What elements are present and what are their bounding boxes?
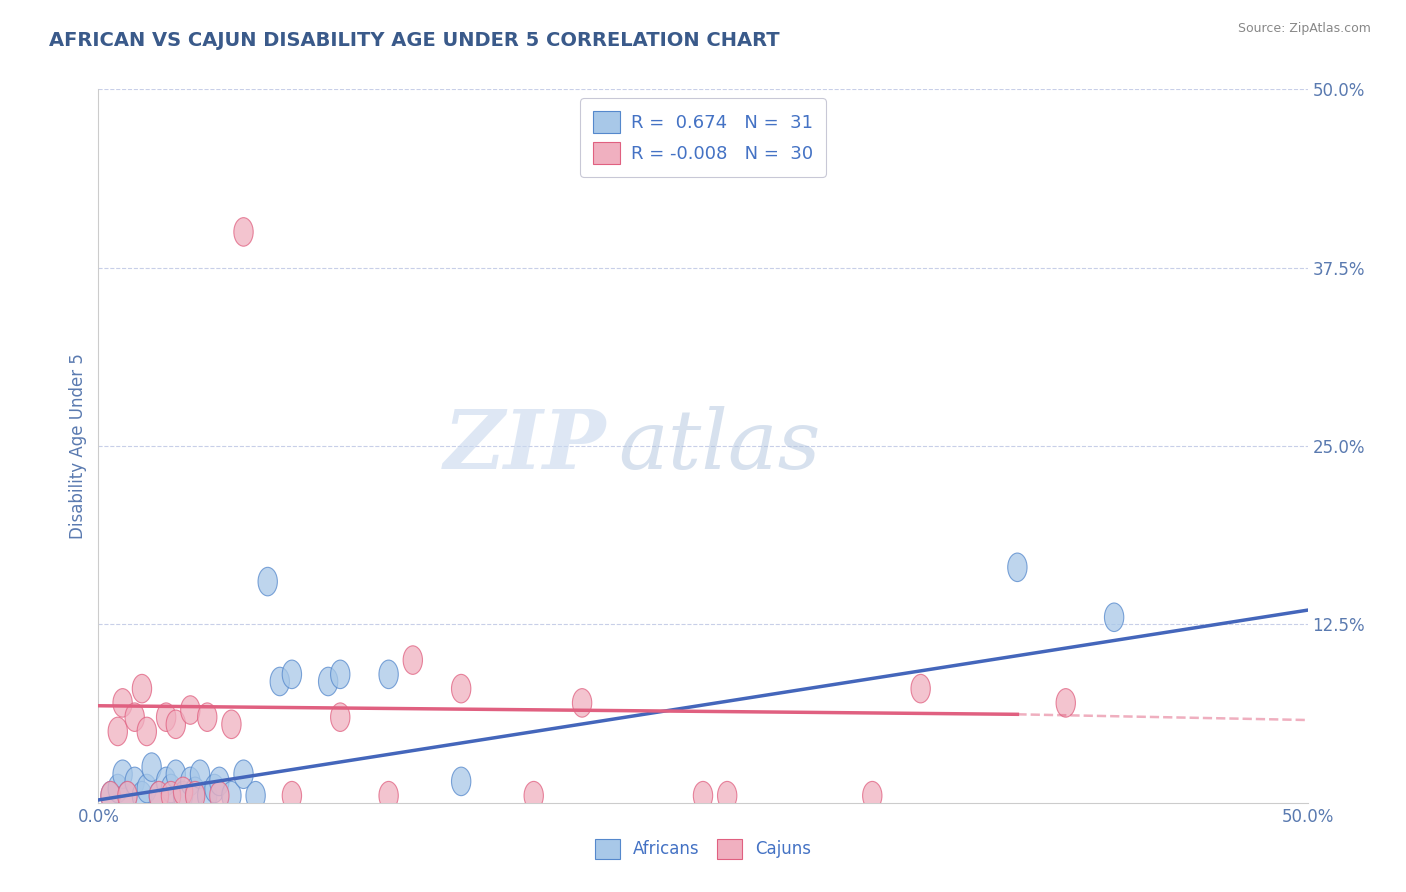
- Ellipse shape: [101, 781, 120, 810]
- Ellipse shape: [233, 218, 253, 246]
- Ellipse shape: [186, 781, 205, 810]
- Ellipse shape: [118, 781, 138, 810]
- Ellipse shape: [180, 767, 200, 796]
- Ellipse shape: [173, 781, 193, 810]
- Ellipse shape: [149, 781, 169, 810]
- Ellipse shape: [209, 781, 229, 810]
- Ellipse shape: [222, 710, 240, 739]
- Ellipse shape: [101, 781, 120, 810]
- Ellipse shape: [112, 760, 132, 789]
- Ellipse shape: [190, 760, 209, 789]
- Ellipse shape: [380, 781, 398, 810]
- Ellipse shape: [112, 689, 132, 717]
- Ellipse shape: [222, 781, 240, 810]
- Ellipse shape: [380, 660, 398, 689]
- Ellipse shape: [330, 660, 350, 689]
- Legend: Africans, Cajuns: Africans, Cajuns: [588, 832, 818, 866]
- Ellipse shape: [142, 753, 162, 781]
- Ellipse shape: [259, 567, 277, 596]
- Ellipse shape: [198, 781, 217, 810]
- Ellipse shape: [132, 781, 152, 810]
- Ellipse shape: [205, 774, 224, 803]
- Ellipse shape: [246, 781, 266, 810]
- Ellipse shape: [283, 781, 301, 810]
- Ellipse shape: [132, 674, 152, 703]
- Ellipse shape: [1105, 603, 1123, 632]
- Ellipse shape: [404, 646, 422, 674]
- Ellipse shape: [524, 781, 543, 810]
- Ellipse shape: [156, 703, 176, 731]
- Ellipse shape: [451, 767, 471, 796]
- Ellipse shape: [138, 717, 156, 746]
- Text: atlas: atlas: [619, 406, 821, 486]
- Ellipse shape: [186, 777, 205, 805]
- Ellipse shape: [717, 781, 737, 810]
- Ellipse shape: [162, 774, 180, 803]
- Ellipse shape: [283, 660, 301, 689]
- Text: AFRICAN VS CAJUN DISABILITY AGE UNDER 5 CORRELATION CHART: AFRICAN VS CAJUN DISABILITY AGE UNDER 5 …: [49, 31, 780, 50]
- Ellipse shape: [166, 710, 186, 739]
- Ellipse shape: [149, 781, 169, 810]
- Ellipse shape: [330, 703, 350, 731]
- Ellipse shape: [1056, 689, 1076, 717]
- Y-axis label: Disability Age Under 5: Disability Age Under 5: [69, 353, 87, 539]
- Ellipse shape: [233, 760, 253, 789]
- Ellipse shape: [118, 781, 138, 810]
- Ellipse shape: [209, 767, 229, 796]
- Ellipse shape: [108, 774, 128, 803]
- Ellipse shape: [138, 774, 156, 803]
- Ellipse shape: [125, 703, 145, 731]
- Ellipse shape: [319, 667, 337, 696]
- Ellipse shape: [270, 667, 290, 696]
- Ellipse shape: [693, 781, 713, 810]
- Ellipse shape: [911, 674, 931, 703]
- Text: ZIP: ZIP: [444, 406, 606, 486]
- Ellipse shape: [108, 717, 128, 746]
- Ellipse shape: [863, 781, 882, 810]
- Ellipse shape: [180, 696, 200, 724]
- Ellipse shape: [162, 781, 180, 810]
- Ellipse shape: [572, 689, 592, 717]
- Ellipse shape: [125, 767, 145, 796]
- Ellipse shape: [1008, 553, 1026, 582]
- Ellipse shape: [166, 760, 186, 789]
- Text: Source: ZipAtlas.com: Source: ZipAtlas.com: [1237, 22, 1371, 36]
- Ellipse shape: [173, 777, 193, 805]
- Ellipse shape: [451, 674, 471, 703]
- Ellipse shape: [198, 703, 217, 731]
- Ellipse shape: [156, 767, 176, 796]
